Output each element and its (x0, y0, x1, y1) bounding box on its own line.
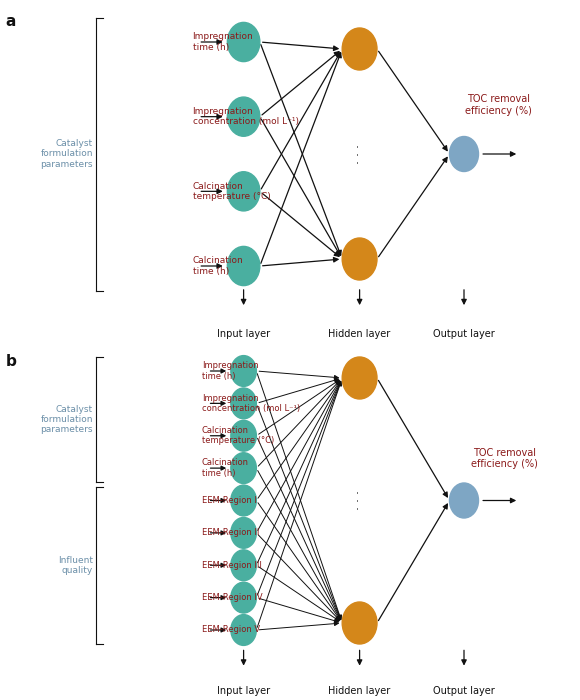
Text: Output layer: Output layer (433, 686, 495, 696)
Text: Catalyst
formulation
parameters: Catalyst formulation parameters (40, 139, 93, 169)
Text: Output layer: Output layer (433, 329, 495, 339)
Text: Influent
quality: Influent quality (58, 556, 93, 575)
Text: EEM-Region I: EEM-Region I (202, 496, 257, 505)
Text: Hidden layer: Hidden layer (328, 686, 391, 696)
Text: TOC removal
efficiency (%): TOC removal efficiency (%) (465, 94, 532, 116)
Text: Impregnation
concentration (mol L⁻¹): Impregnation concentration (mol L⁻¹) (193, 107, 299, 127)
Text: EEM-Region III: EEM-Region III (202, 561, 262, 570)
Text: TOC removal
efficiency (%): TOC removal efficiency (%) (471, 448, 538, 469)
Text: EEM-Region II: EEM-Region II (202, 528, 259, 538)
Text: EEM-Region IV: EEM-Region IV (202, 593, 263, 602)
Text: · · ·: · · · (353, 491, 366, 510)
Text: Impregnation
concentration (mol L⁻¹): Impregnation concentration (mol L⁻¹) (202, 393, 300, 413)
Text: Calcination
temperature (°C): Calcination temperature (°C) (193, 181, 270, 201)
Text: Calcination
time (h): Calcination time (h) (202, 458, 249, 478)
Text: Calcination
time (h): Calcination time (h) (193, 256, 243, 276)
Text: a: a (6, 14, 16, 29)
Text: Impregnation
time (h): Impregnation time (h) (202, 361, 259, 381)
Text: Calcination
temperature (°C): Calcination temperature (°C) (202, 426, 274, 445)
Text: Input layer: Input layer (217, 329, 270, 339)
Text: Impregnation
time (h): Impregnation time (h) (193, 32, 253, 52)
Text: EEM-Region V: EEM-Region V (202, 626, 260, 634)
Text: Hidden layer: Hidden layer (328, 329, 391, 339)
Text: · · ·: · · · (353, 144, 366, 164)
Text: Catalyst
formulation
parameters: Catalyst formulation parameters (40, 405, 93, 435)
Text: Input layer: Input layer (217, 686, 270, 696)
Text: b: b (6, 354, 17, 368)
